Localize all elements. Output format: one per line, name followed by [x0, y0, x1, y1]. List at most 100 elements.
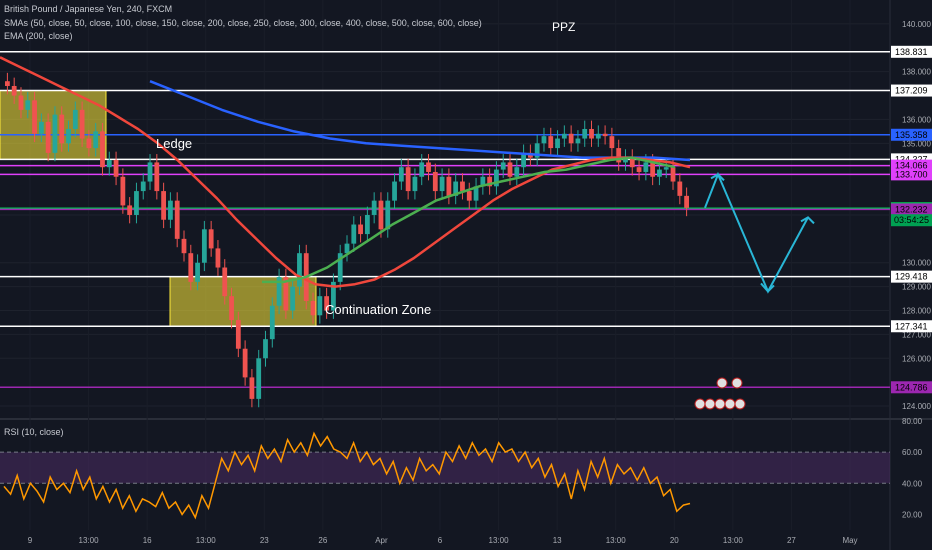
candle-body — [324, 296, 330, 311]
projection-arrowhead — [800, 216, 815, 225]
candle-body — [561, 133, 567, 139]
candle-body — [684, 195, 689, 208]
candle-body — [181, 238, 187, 254]
candle-body — [446, 176, 452, 196]
candle-body — [623, 157, 628, 163]
price-tick-label: 136.000 — [902, 115, 931, 124]
projection-path — [704, 171, 809, 294]
candle-body — [378, 200, 384, 230]
candle-body — [419, 162, 425, 177]
candle-body — [487, 176, 493, 187]
candle-body — [310, 300, 316, 316]
candle-body — [602, 133, 608, 137]
level-badge-label: 137.209 — [895, 86, 928, 96]
countdown-label: 03:54:25 — [894, 215, 929, 225]
projection-arrowhead — [760, 282, 775, 293]
price-tick-label: 130.000 — [902, 259, 931, 268]
continuation-zone-label: Continuation Zone — [325, 302, 432, 317]
ledge-label: Ledge — [156, 136, 193, 151]
candle-body — [534, 143, 540, 158]
candle-body — [45, 121, 51, 153]
candle-body — [59, 114, 65, 144]
sma-blue-line — [149, 80, 691, 162]
event-flag-icon — [714, 398, 726, 410]
candle-body — [317, 296, 323, 316]
time-tick-label: 16 — [143, 536, 152, 545]
candle-body — [249, 377, 255, 399]
candle-body — [555, 138, 560, 149]
time-tick-label: 6 — [438, 536, 443, 545]
candle-body — [480, 176, 486, 187]
rsi-tick-label: 60.00 — [902, 448, 923, 457]
level-badge — [891, 45, 932, 58]
candle-body — [154, 162, 160, 192]
level-badge-label: 124.786 — [895, 382, 928, 392]
candle-body — [364, 214, 370, 235]
candle-body — [215, 248, 221, 268]
level-badge-label: 127.341 — [895, 321, 928, 331]
candle-body — [120, 176, 126, 206]
candle-body — [242, 348, 248, 378]
level-badge — [891, 203, 932, 216]
time-tick-label: Apr — [375, 536, 388, 545]
candle-body — [507, 162, 513, 177]
level-badge — [891, 320, 932, 333]
candle-body — [72, 109, 78, 129]
candle-body — [582, 128, 588, 139]
candle-body — [5, 81, 10, 86]
symbol-legend: British Pound / Japanese Yen, 240, FXCM — [4, 4, 173, 14]
candle-body — [79, 109, 85, 139]
sma-green-line — [262, 156, 676, 284]
event-flag-icon — [731, 377, 743, 389]
price-tick-label: 127.000 — [902, 330, 931, 339]
candle-body — [38, 121, 44, 134]
rsi-tick-label: 80.00 — [902, 417, 923, 426]
candle-body — [514, 167, 520, 177]
candle-body — [358, 224, 363, 235]
candle-body — [127, 205, 133, 215]
candle-body — [269, 305, 275, 340]
ppz-label: PPZ — [552, 20, 576, 34]
projection-arrowhead — [710, 173, 725, 182]
candle-body — [405, 167, 411, 192]
event-flag-icon — [716, 377, 728, 389]
time-tick-label: 13:00 — [723, 536, 744, 545]
event-flag-icon — [704, 398, 716, 410]
candle-body — [147, 162, 153, 182]
ema-legend: EMA (200, close) — [4, 31, 73, 41]
time-tick-label: 13:00 — [606, 536, 627, 545]
candle-body — [297, 253, 302, 287]
time-tick-label: 9 — [28, 536, 33, 545]
candle-body — [337, 253, 343, 282]
candle-body — [283, 277, 289, 311]
candle-body — [385, 200, 391, 230]
candle-body — [500, 162, 506, 170]
candle-body — [629, 157, 635, 168]
candle-body — [453, 181, 459, 196]
level-badge — [891, 128, 932, 141]
level-badge-label: 134.327 — [895, 154, 928, 164]
candle-body — [541, 136, 547, 144]
event-flag-icon — [694, 398, 706, 410]
candle-body — [188, 253, 194, 282]
candle-body — [100, 131, 105, 168]
time-tick-label: 13:00 — [79, 536, 100, 545]
sma-legend: SMAs (50, close, 50, close, 100, close, … — [4, 18, 482, 28]
candle-body — [201, 229, 207, 263]
rsi-tick-label: 40.00 — [902, 479, 923, 488]
candle-body — [256, 358, 262, 399]
candle-body — [263, 339, 268, 359]
price-tick-label: 135.000 — [902, 139, 931, 148]
candle-body — [168, 200, 173, 220]
candle-body — [11, 85, 17, 96]
candle-body — [195, 262, 200, 282]
candle-body — [290, 286, 296, 311]
candle-body — [663, 167, 669, 170]
ema-line — [0, 56, 691, 288]
level-badge-label: 132.232 — [895, 204, 928, 214]
time-tick-label: 13 — [553, 536, 562, 545]
candle-body — [235, 320, 241, 349]
level-badge — [891, 168, 932, 181]
